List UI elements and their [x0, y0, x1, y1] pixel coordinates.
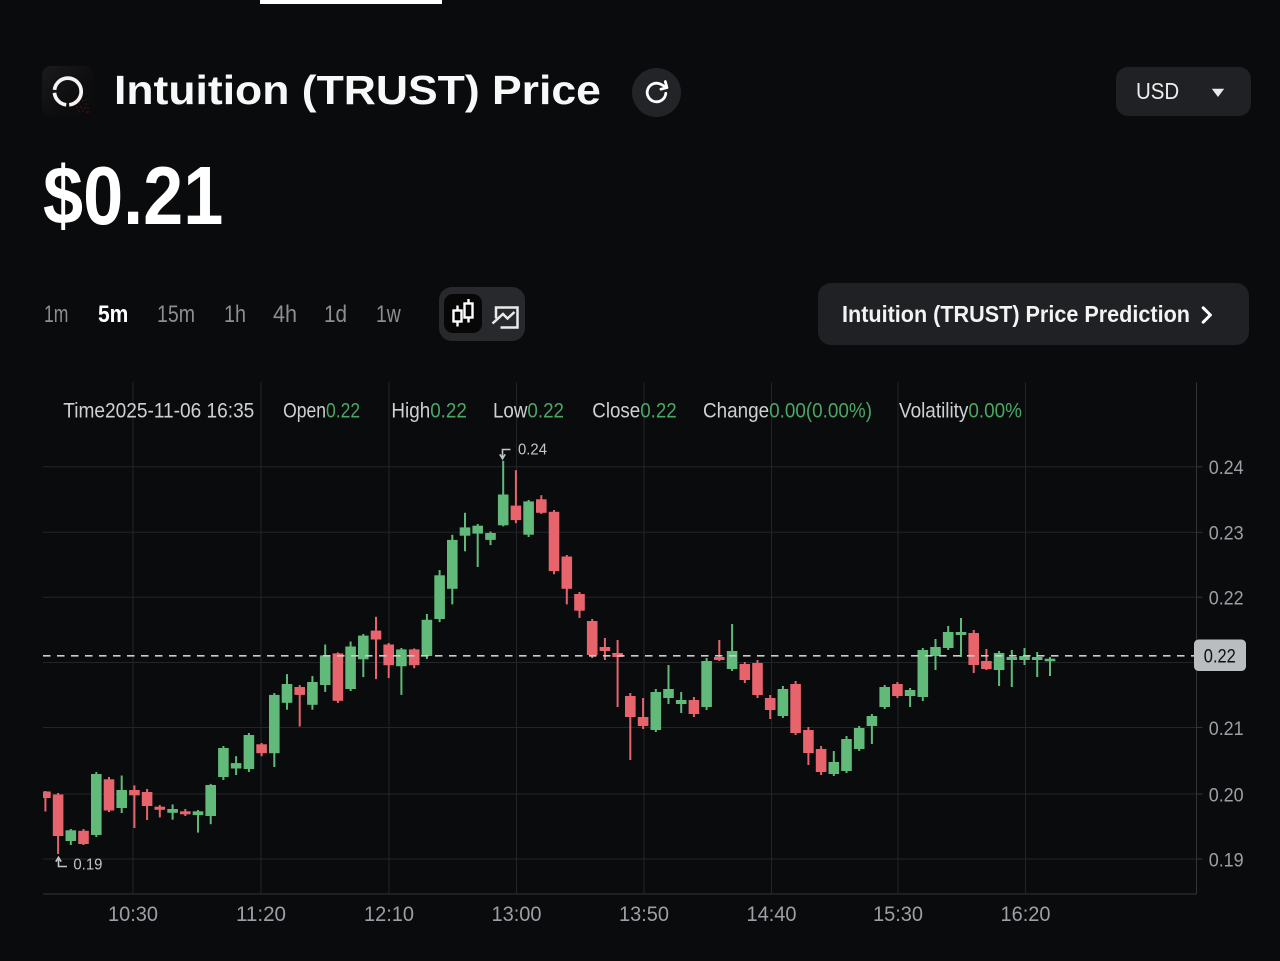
svg-text:Low: Low — [493, 399, 528, 422]
svg-text:0.20: 0.20 — [1209, 785, 1244, 806]
svg-text:0.22: 0.22 — [640, 399, 677, 422]
svg-text:15:30: 15:30 — [873, 903, 923, 926]
svg-text:Volatility: Volatility — [899, 399, 969, 422]
svg-text:Change: Change — [703, 399, 769, 422]
svg-text:Close: Close — [592, 399, 640, 422]
svg-text:0.22: 0.22 — [430, 399, 467, 422]
svg-text:0.19: 0.19 — [73, 856, 102, 873]
svg-text:0.23: 0.23 — [1209, 524, 1244, 545]
svg-text:0.22: 0.22 — [326, 399, 360, 422]
svg-text:0.22: 0.22 — [527, 399, 564, 422]
svg-text:0.21: 0.21 — [1209, 719, 1244, 740]
svg-text:0.24: 0.24 — [1209, 458, 1244, 479]
svg-text:16:20: 16:20 — [1001, 903, 1051, 926]
svg-text:0.24: 0.24 — [518, 442, 547, 459]
svg-text:13:50: 13:50 — [619, 903, 669, 926]
svg-text:2025-11-06 16:35: 2025-11-06 16:35 — [105, 399, 254, 422]
svg-text:12:10: 12:10 — [364, 903, 414, 926]
svg-text:High: High — [391, 399, 430, 422]
svg-text:10:30: 10:30 — [108, 903, 158, 926]
svg-text:0.22: 0.22 — [1204, 646, 1236, 667]
svg-text:0.22: 0.22 — [1209, 589, 1244, 610]
svg-text:14:40: 14:40 — [747, 903, 797, 926]
svg-text:Time: Time — [63, 399, 105, 422]
svg-text:0.00%: 0.00% — [968, 399, 1022, 422]
svg-text:13:00: 13:00 — [492, 903, 542, 926]
svg-text:0.00(0.00%): 0.00(0.00%) — [769, 399, 872, 422]
svg-text:Open: Open — [283, 399, 326, 422]
svg-text:0.19: 0.19 — [1209, 850, 1244, 871]
svg-text:11:20: 11:20 — [236, 903, 286, 926]
